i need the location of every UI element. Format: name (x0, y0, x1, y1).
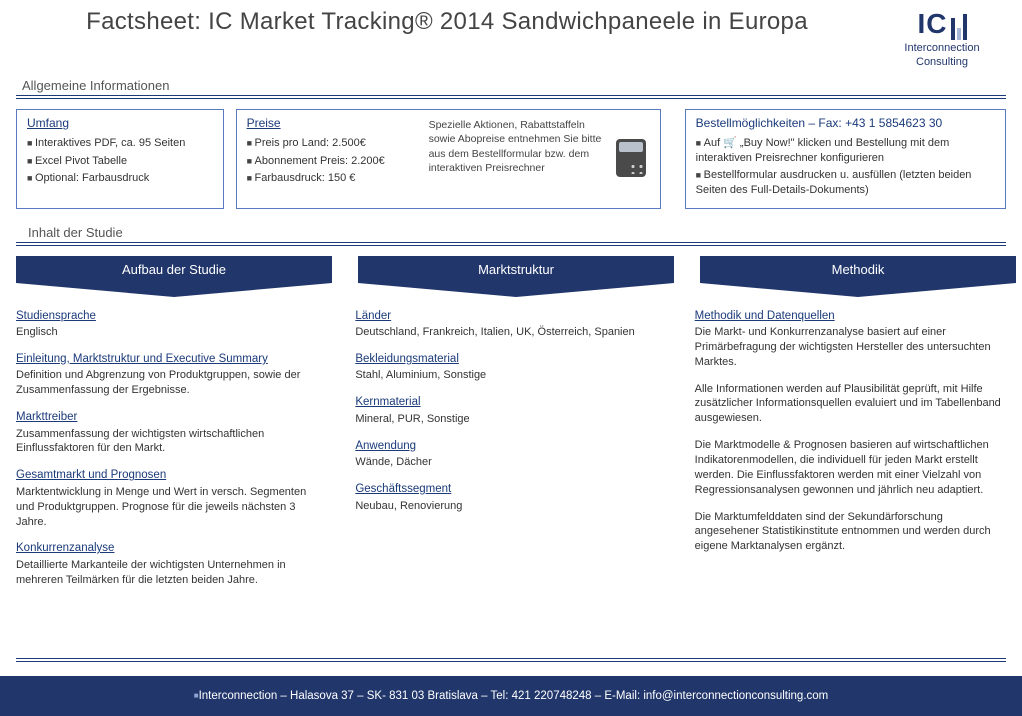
box-umfang: Umfang Interaktives PDF, ca. 95 Seiten E… (16, 109, 224, 208)
divider (16, 242, 1006, 246)
logo: IC Interconnection Consulting (878, 8, 1006, 68)
col-marktstruktur: LänderDeutschland, Frankreich, Italien, … (355, 309, 666, 600)
item-text: Zusammenfassung der wichtigsten wirtscha… (16, 427, 327, 457)
item-text: Alle Informationen werden auf Plausibili… (695, 382, 1006, 427)
section-study-title: Inhalt der Studie (28, 225, 1006, 240)
box-bestell-title: Bestellmöglichkeiten – Fax: +43 1 585462… (696, 116, 995, 130)
item-heading: Einleitung, Marktstruktur und Executive … (16, 352, 327, 368)
box-preise-note: Spezielle Aktionen, Rabattstaffeln sowie… (429, 116, 606, 199)
logo-mark: IC (918, 8, 967, 40)
item-text: Definition und Abgrenzung von Produktgru… (16, 368, 327, 398)
item-text: Stahl, Aluminium, Sonstige (355, 368, 666, 383)
tab-methodik: Methodik (700, 256, 1016, 297)
info-boxes: Umfang Interaktives PDF, ca. 95 Seiten E… (16, 109, 1006, 208)
item-heading: Methodik und Datenquellen (695, 309, 1006, 325)
divider (16, 658, 1006, 662)
tab-marktstruktur: Marktstruktur (358, 256, 674, 297)
list-item: Auf 🛒 „Buy Now!" klicken und Bestellung … (696, 134, 995, 167)
item-heading: Gesamtmarkt und Prognosen (16, 468, 327, 484)
list-item: Farbausdruck: 150 € (247, 170, 419, 188)
list-item: Preis pro Land: 2.500€ (247, 134, 419, 152)
item-text: Englisch (16, 325, 327, 340)
list-item: Abonnement Preis: 2.200€ (247, 152, 419, 170)
list-item: Optional: Farbausdruck (27, 170, 213, 188)
list-item: Excel Pivot Tabelle (27, 152, 213, 170)
item-text: Mineral, PUR, Sonstige (355, 412, 666, 427)
logo-bars-icon (951, 14, 967, 40)
item-text: Detaillierte Markanteile der wichtigsten… (16, 558, 327, 588)
item-text: Die Marktmodelle & Prognosen basieren au… (695, 438, 1006, 497)
item-text: Deutschland, Frankreich, Italien, UK, Ös… (355, 325, 666, 340)
item-heading: Bekleidungsmaterial (355, 352, 666, 368)
item-text: Neubau, Renovierung (355, 499, 666, 514)
tabs: Aufbau der Studie Marktstruktur Methodik (16, 256, 1006, 297)
box-preise: Preise Preis pro Land: 2.500€ Abonnement… (236, 109, 661, 208)
item-heading: Markttreiber (16, 410, 327, 426)
page-title: Factsheet: IC Market Tracking® 2014 Sand… (16, 8, 878, 36)
item-heading: Studiensprache (16, 309, 327, 325)
content-columns: StudienspracheEnglisch Einleitung, Markt… (16, 309, 1006, 600)
header: Factsheet: IC Market Tracking® 2014 Sand… (16, 0, 1006, 74)
box-umfang-title: Umfang (27, 116, 213, 130)
item-heading: Konkurrenzanalyse (16, 541, 327, 557)
col-methodik: Methodik und Datenquellen Die Markt- und… (695, 309, 1006, 600)
footer-text: Interconnection – Halasova 37 – SK- 831 … (199, 690, 829, 702)
divider (16, 95, 1006, 99)
item-text: Marktentwicklung in Menge und Wert in ve… (16, 485, 327, 530)
item-heading: Kernmaterial (355, 395, 666, 411)
logo-text-1: Interconnection (878, 42, 1006, 54)
footer: ■Interconnection – Halasova 37 – SK- 831… (0, 676, 1022, 716)
calculator-icon[interactable] (616, 116, 650, 199)
col-aufbau: StudienspracheEnglisch Einleitung, Markt… (16, 309, 327, 600)
box-bestell: Bestellmöglichkeiten – Fax: +43 1 585462… (685, 109, 1006, 208)
item-heading: Länder (355, 309, 666, 325)
logo-text-2: Consulting (878, 56, 1006, 68)
item-text: Die Markt- und Konkurrenzanalyse basiert… (695, 325, 1006, 370)
item-text: Wände, Dächer (355, 455, 666, 470)
tab-aufbau: Aufbau der Studie (16, 256, 332, 297)
section-general-title: Allgemeine Informationen (22, 78, 1006, 93)
box-preise-title: Preise (247, 116, 419, 130)
item-heading: Anwendung (355, 439, 666, 455)
list-item: Interaktives PDF, ca. 95 Seiten (27, 134, 213, 152)
list-item: Bestellformular ausdrucken u. ausfüllen … (696, 167, 995, 200)
item-heading: Geschäftssegment (355, 482, 666, 498)
item-text: Die Marktumfelddaten sind der Sekundärfo… (695, 510, 1006, 555)
